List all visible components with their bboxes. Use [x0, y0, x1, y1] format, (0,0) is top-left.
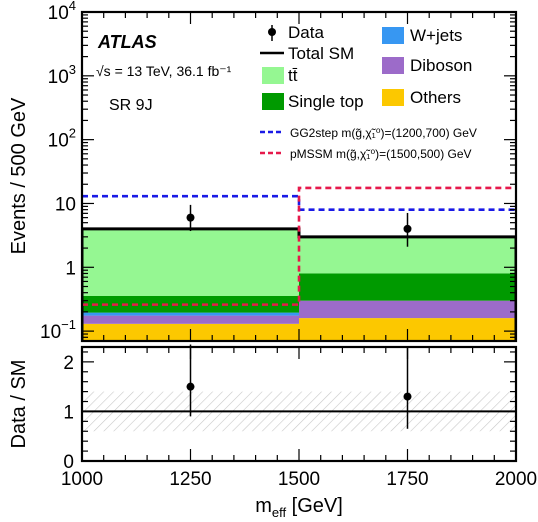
- ratio-y-tick-label-1: 1: [63, 402, 74, 423]
- x-tick-label-0: 1000: [61, 469, 103, 490]
- tick-base: 10: [48, 67, 69, 88]
- ratio-panel: 0 1 2 1000 1250 1500 1750 2000 Data / SM meff …: [8, 344, 537, 520]
- x-tick-label-1: 1250: [169, 469, 211, 490]
- tick-exponent: 3: [69, 62, 76, 77]
- legend-gg2step-label: GG2step m(g̃,χ̃₁⁰)=(1200,700) GeV: [290, 126, 477, 140]
- ratio-layer: [82, 344, 516, 432]
- stack-bar-single-top-bin-1: [299, 273, 516, 301]
- x-tick-label-2: 1500: [278, 469, 320, 490]
- legend-entry-signal-gg2step: GG2step m(g̃,χ̃₁⁰)=(1200,700) GeV: [260, 126, 477, 140]
- ratio-y-tick-label-2: 2: [63, 353, 74, 374]
- legend-others-swatch: [382, 89, 404, 106]
- energy-label: √s = 13 TeV, 36.1 fb⁻¹: [96, 63, 232, 79]
- legend-ttbar-label: tt̄: [288, 66, 298, 85]
- legend-wjets-label: W+jets: [410, 26, 462, 45]
- stack-bar-w-jets-bin-0: [82, 312, 299, 316]
- x-tick-label-3: 1750: [386, 469, 428, 490]
- main-y-tick-label-0: 10−1: [40, 317, 76, 343]
- legend-pmssm-label: pMSSM m(g̃,χ̃₁⁰)=(1500,500) GeV: [290, 147, 472, 161]
- main-y-tick-label-2: 10: [55, 194, 76, 215]
- ratio-x-ticks: 1000 1250 1500 1750 2000: [61, 347, 537, 490]
- main-y-tick-label-4: 103: [48, 62, 76, 88]
- legend-entry-diboson: Diboson: [382, 56, 472, 75]
- ratio-y-axis-label: Data / SM: [8, 360, 30, 449]
- legend-wjets-swatch: [382, 27, 404, 44]
- legend-diboson-swatch: [382, 57, 404, 74]
- legend-data-label: Data: [288, 23, 324, 42]
- tick-base: 10: [48, 131, 69, 152]
- tick-exponent: −1: [61, 317, 76, 332]
- legend-single-top-label: Single top: [288, 92, 364, 111]
- main-y-tick-label-5: 104: [48, 0, 76, 24]
- signal-pmssm-line: [82, 186, 516, 306]
- ratio-y-tick-label-0: 0: [63, 452, 74, 473]
- main-y-tick-label-1: 1: [65, 258, 76, 279]
- data-point-1: [403, 224, 412, 233]
- stack-bar-diboson-bin-1: [299, 300, 516, 319]
- signal-layer: [82, 186, 516, 306]
- data-point-0: [186, 213, 195, 222]
- stack-bar-single-top-bin-0: [82, 295, 299, 313]
- signal-gg2step-line: [82, 194, 516, 211]
- legend-entry-others: Others: [382, 88, 461, 107]
- x-tick-label-4: 2000: [495, 469, 537, 490]
- tick-base: 10: [40, 322, 61, 343]
- legend-data-marker: [268, 28, 276, 36]
- legend-diboson-label: Diboson: [410, 56, 472, 75]
- tick-exponent: 4: [69, 0, 76, 13]
- main-y-axis-label: Events / 500 GeV: [8, 97, 30, 254]
- tick-base: 10: [48, 3, 69, 24]
- signal-region-label: SR 9J: [109, 97, 153, 114]
- legend-entry-data: Data: [268, 23, 324, 42]
- experiment-label: ATLAS: [97, 32, 157, 52]
- ratio-point-0: [186, 382, 195, 391]
- ratio-point-1: [403, 392, 412, 401]
- total-sm-line: [82, 227, 516, 341]
- legend-entry-signal-pmssm: pMSSM m(g̃,χ̃₁⁰)=(1500,500) GeV: [260, 147, 472, 161]
- legend-entry-single-top: Single top: [262, 92, 364, 111]
- main-y-tick-label-3: 102: [48, 126, 76, 152]
- stack-layer: [82, 229, 516, 341]
- total-sm-layer: [82, 227, 516, 341]
- legend-others-label: Others: [410, 88, 461, 107]
- legend-entry-total-sm: Total SM: [260, 44, 354, 63]
- stack-bar-diboson-bin-0: [82, 315, 299, 324]
- x-axis-label: meff [GeV]: [255, 495, 343, 520]
- legend-entry-ttbar: tt̄: [262, 66, 298, 85]
- main-x-ticks: [81, 12, 517, 341]
- legend-total-label: Total SM: [288, 44, 354, 63]
- legend-single-top-swatch: [262, 93, 284, 110]
- stack-bar-t-t-bin-0: [82, 229, 299, 296]
- legend-ttbar-swatch: [262, 67, 284, 84]
- ratio-y-ticks: 0 1 2: [63, 351, 516, 473]
- legend-entry-wjets: W+jets: [382, 26, 462, 45]
- tick-exponent: 2: [69, 126, 76, 141]
- legend: Data Total SM tt̄ Single top W+jets Dibo…: [260, 23, 477, 161]
- data-layer: [186, 204, 412, 247]
